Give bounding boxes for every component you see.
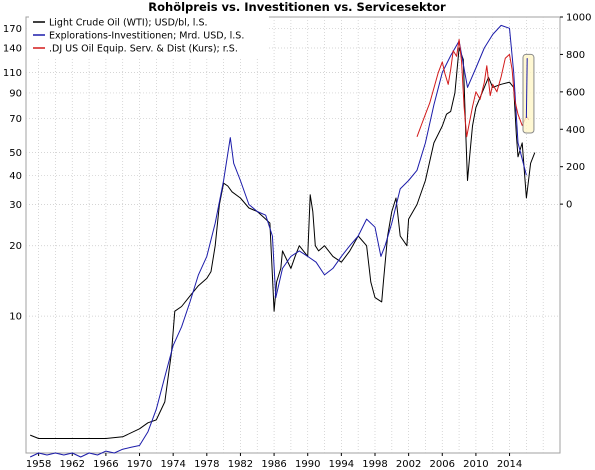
x-tick-label: 1994 [329, 459, 354, 470]
x-tick-label: 2002 [396, 459, 421, 470]
right-tick-label: 600 [566, 87, 585, 98]
highlight-series-segment [525, 58, 528, 119]
x-tick-label: 1990 [295, 459, 320, 470]
chart-title: Rohölpreis vs. Investitionen vs. Service… [148, 0, 446, 14]
left-tick-label: 40 [9, 171, 22, 182]
right-tick-label: 200 [566, 162, 585, 173]
x-tick-label: 1978 [194, 459, 219, 470]
axes: 1958 1962 1966 1970 1974 1978 1982 1986 1990 1994… [3, 13, 592, 470]
left-tick-label: 30 [9, 200, 22, 211]
left-tick-label: 20 [9, 241, 22, 252]
highlight-box [522, 53, 535, 134]
legend-label: Light Crude Oil (WTI); USD/bl, l.S. [49, 18, 208, 29]
x-tick-label: 1982 [228, 459, 253, 470]
left-tick-label: 140 [3, 44, 22, 55]
x-tick-label: 1986 [261, 459, 286, 470]
x-tick-label: 2014 [497, 459, 522, 470]
right-tick-label: 1000 [566, 13, 591, 24]
left-tick-label: 10 [9, 312, 22, 323]
right-tick-label: 800 [566, 50, 585, 61]
legend-label: .DJ US Oil Equip. Serv. & Dist (Kurs); r… [49, 44, 238, 55]
series-line-1 [30, 47, 536, 439]
left-tick-label: 50 [9, 148, 22, 159]
legend-label: Explorations-Investitionen; Mrd. USD, l.… [49, 31, 244, 42]
right-tick-label: 400 [566, 125, 585, 136]
x-tick-label: 1966 [93, 459, 118, 470]
annotations [522, 53, 535, 134]
x-tick-label: 1970 [127, 459, 152, 470]
left-tick-label: 170 [3, 24, 22, 35]
x-tick-label: 1974 [160, 459, 185, 470]
plot-frame [25, 16, 561, 454]
series-line-2 [29, 24, 527, 458]
x-tick-label: 2006 [430, 459, 455, 470]
left-tick-label: 110 [3, 68, 22, 79]
x-tick-label: 1962 [60, 459, 85, 470]
series-layer [29, 24, 536, 458]
x-tick-label: 1958 [26, 459, 51, 470]
left-tick-label: 70 [9, 114, 22, 125]
x-tick-label: 1998 [362, 459, 387, 470]
x-tick-label: 2010 [463, 459, 488, 470]
legend-background [29, 16, 269, 58]
left-tick-label: 90 [9, 88, 22, 99]
legend: Light Crude Oil (WTI); USD/bl, l.S. Explo… [29, 16, 269, 58]
series-line-3 [416, 39, 530, 138]
grid [25, 16, 561, 454]
right-tick-label: 0 [566, 200, 572, 211]
